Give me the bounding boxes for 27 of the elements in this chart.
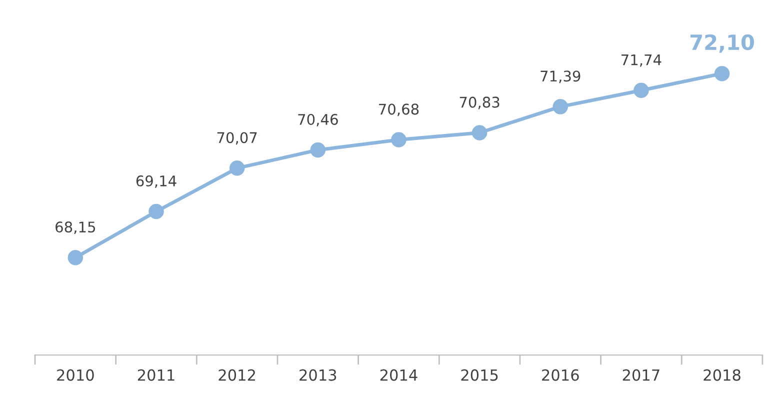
data-label: 70,83 (460, 96, 500, 110)
point (714, 66, 730, 82)
data-label: 72,10 (690, 34, 754, 53)
x-tick-label: 2013 (300, 369, 336, 381)
x-tick-label: 2015 (461, 369, 498, 381)
data-label: 68,15 (56, 222, 96, 234)
x-tick-label: 2014 (380, 369, 418, 381)
point (148, 204, 164, 220)
point (229, 160, 245, 176)
x-tick-label: 2017 (622, 369, 660, 381)
point (391, 132, 406, 148)
data-label: 71,74 (622, 54, 662, 67)
x-tick-label: 2016 (542, 369, 579, 381)
point (472, 125, 488, 140)
data-label: 71,39 (540, 70, 580, 84)
data-label: 70,07 (217, 132, 257, 145)
point (310, 142, 326, 158)
x-tick-label: 2012 (218, 369, 255, 381)
x-tick-label: 2010 (57, 369, 94, 381)
data-label: 70,68 (379, 104, 419, 116)
x-tick-label: 2011 (138, 369, 174, 381)
point (552, 99, 568, 114)
data-label: 69,14 (136, 175, 176, 188)
data-label: 70,46 (298, 114, 338, 126)
point (68, 250, 84, 266)
x-tick-label: 2018 (704, 369, 740, 381)
point (634, 82, 649, 98)
